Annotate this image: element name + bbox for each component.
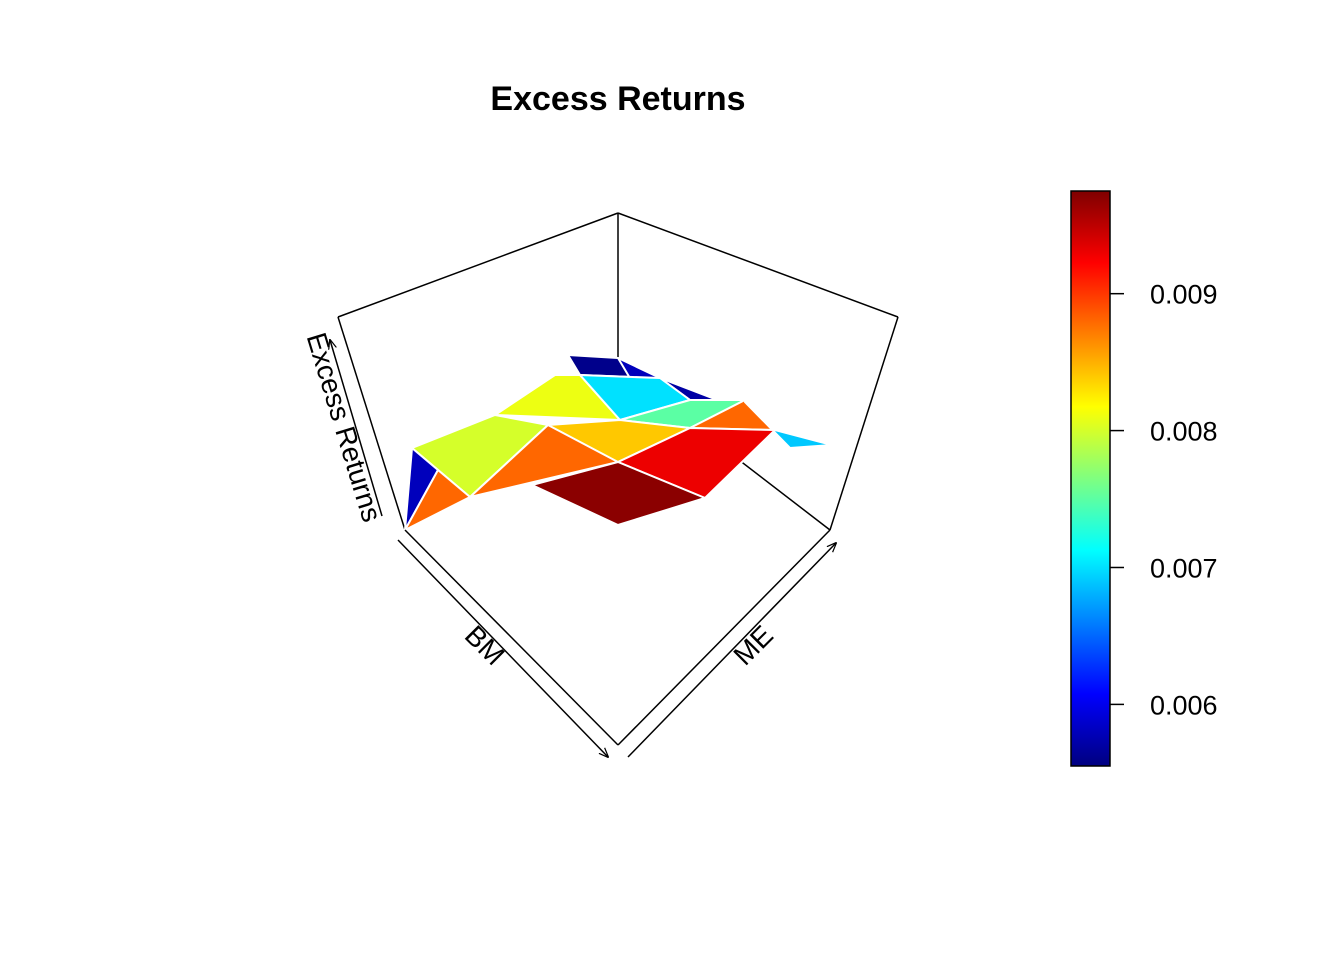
surface-cell-4-2 — [404, 469, 471, 531]
bm-axis-arrow — [397, 539, 608, 757]
chart-title: Excess Returns — [490, 80, 745, 118]
box-edge-left-vertical — [337, 316, 406, 531]
z-axis-label: Excess Returns — [301, 329, 388, 526]
surface — [404, 354, 833, 531]
surface-cell-4-3 — [531, 461, 706, 526]
colorbar-tick-label: 0.008 — [1150, 417, 1218, 447]
surface-cell-1-4 — [744, 401, 833, 449]
colorbar-tick-label: 0.007 — [1150, 553, 1218, 583]
z-axis-line — [330, 340, 383, 517]
box-edge-top-right — [617, 212, 899, 318]
axes — [330, 340, 836, 757]
colorbar: 0.006 0.007 0.008 0.009 — [1070, 190, 1218, 767]
colorbar-tick-label: 0.006 — [1150, 690, 1218, 720]
colorbar-ticks: 0.006 0.007 0.008 0.009 — [1110, 280, 1218, 720]
bm-axis-line — [404, 529, 619, 746]
y-axis-label: ME — [727, 619, 779, 671]
x-axis-label: BM — [459, 619, 511, 671]
me-axis-line — [617, 529, 831, 746]
colorbar-tick-label: 0.009 — [1150, 280, 1218, 310]
me-axis-arrow — [627, 543, 836, 758]
colorbar-gradient — [1070, 190, 1111, 767]
box-edge-right-vertical — [829, 316, 899, 531]
box-edge-top-left — [337, 212, 619, 318]
